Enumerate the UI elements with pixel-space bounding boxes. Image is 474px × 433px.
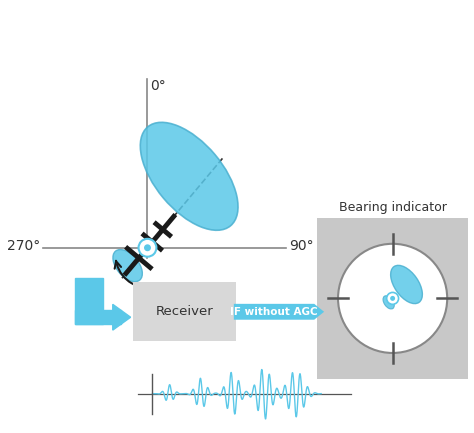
FancyBboxPatch shape (133, 282, 236, 341)
Ellipse shape (140, 123, 238, 230)
FancyArrow shape (234, 304, 324, 320)
Text: Bearing indicator: Bearing indicator (339, 201, 447, 214)
Text: 90°: 90° (290, 239, 314, 253)
Circle shape (144, 244, 151, 251)
Text: Receiver: Receiver (155, 305, 213, 318)
Polygon shape (75, 310, 121, 324)
Ellipse shape (113, 249, 142, 282)
Circle shape (338, 244, 447, 353)
Text: IF without AGC: IF without AGC (230, 307, 318, 317)
Circle shape (387, 292, 399, 304)
Circle shape (138, 239, 156, 257)
Text: 0°: 0° (150, 79, 166, 93)
Ellipse shape (391, 265, 422, 304)
Ellipse shape (383, 296, 394, 309)
Polygon shape (113, 304, 131, 330)
FancyBboxPatch shape (317, 218, 468, 379)
Circle shape (390, 296, 395, 301)
Polygon shape (75, 278, 103, 324)
Text: 270°: 270° (7, 239, 40, 253)
